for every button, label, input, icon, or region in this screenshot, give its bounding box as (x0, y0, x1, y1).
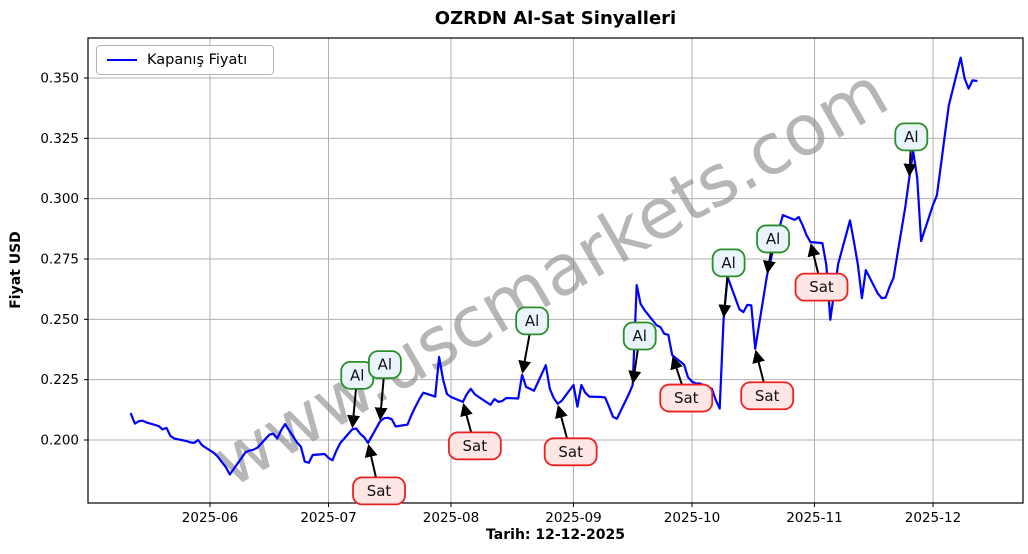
legend-label: Kapanış Fiyatı (147, 52, 248, 68)
plot-border (87, 37, 1024, 504)
x-tick-label: 2025-10 (664, 510, 720, 526)
buy-signal-box (622, 321, 657, 351)
buy-signal-arrow (518, 334, 532, 374)
buy-signal-label: Al (378, 356, 392, 374)
buy-signal-box (367, 350, 402, 380)
y-tick-label: 0.275 (40, 252, 79, 268)
buy-signal-label: Al (525, 312, 539, 330)
y-tick-label: 0.325 (40, 131, 79, 147)
buy-signal-arrow (903, 150, 917, 177)
sell-signal-label: Sat (755, 387, 780, 405)
closing-price-line (129, 56, 978, 476)
buy-signal-arrow (762, 252, 776, 274)
buy-signal-label: Al (904, 128, 918, 146)
y-tick-label: 0.200 (40, 433, 79, 449)
y-tick-label: 0.350 (40, 71, 79, 87)
buy-signal-box (515, 306, 550, 336)
buy-signal-box (894, 122, 929, 152)
sell-signal-box (659, 383, 714, 413)
buy-signal-box (711, 248, 746, 278)
x-tick-label: 2025-07 (300, 510, 356, 526)
buy-signal-label: Al (766, 230, 780, 248)
sell-signal-box (352, 476, 406, 506)
legend-line-sample (107, 59, 137, 61)
buy-signal-arrow (718, 276, 732, 318)
sell-signal-arrow (555, 404, 568, 439)
x-tick-label: 2025-12 (905, 510, 961, 526)
x-tick-label: 2025-09 (545, 510, 601, 526)
chart-title: OZRDN Al-Sat Sinyalleri (434, 8, 677, 29)
buy-signal-label: Al (350, 366, 364, 384)
y-tick-label: 0.225 (40, 372, 79, 388)
sell-signal-label: Sat (463, 437, 488, 455)
sell-signal-arrow (460, 402, 473, 433)
sell-signal-label: Sat (558, 443, 583, 461)
buy-signal-label: Al (721, 254, 735, 272)
x-axis-label: Tarih: 12-12-2025 (486, 527, 625, 543)
y-tick-label: 0.250 (40, 312, 79, 328)
sell-signal-box (447, 431, 502, 461)
legend: Kapanış Fiyatı (96, 45, 274, 75)
x-tick-label: 2025-11 (786, 510, 842, 526)
buy-signal-arrow (374, 378, 388, 421)
sell-signal-arrow (364, 443, 378, 478)
sell-signal-box (794, 272, 849, 302)
sell-signal-arrow (807, 243, 821, 274)
sell-signal-arrow (670, 356, 683, 386)
sell-signal-arrow (752, 349, 765, 383)
sell-signal-label: Sat (674, 389, 699, 407)
sell-signal-label: Sat (809, 278, 834, 296)
sell-signal-label: Sat (367, 482, 392, 500)
buy-signal-arrow (347, 389, 360, 429)
sell-signal-box (740, 381, 795, 411)
buy-signal-arrow (628, 349, 642, 384)
y-tick-label: 0.300 (40, 191, 79, 207)
x-tick-label: 2025-06 (182, 510, 238, 526)
buy-signal-box (756, 224, 790, 254)
buy-signal-label: Al (633, 327, 647, 345)
x-tick-label: 2025-08 (423, 510, 479, 526)
sell-signal-box (543, 437, 598, 467)
